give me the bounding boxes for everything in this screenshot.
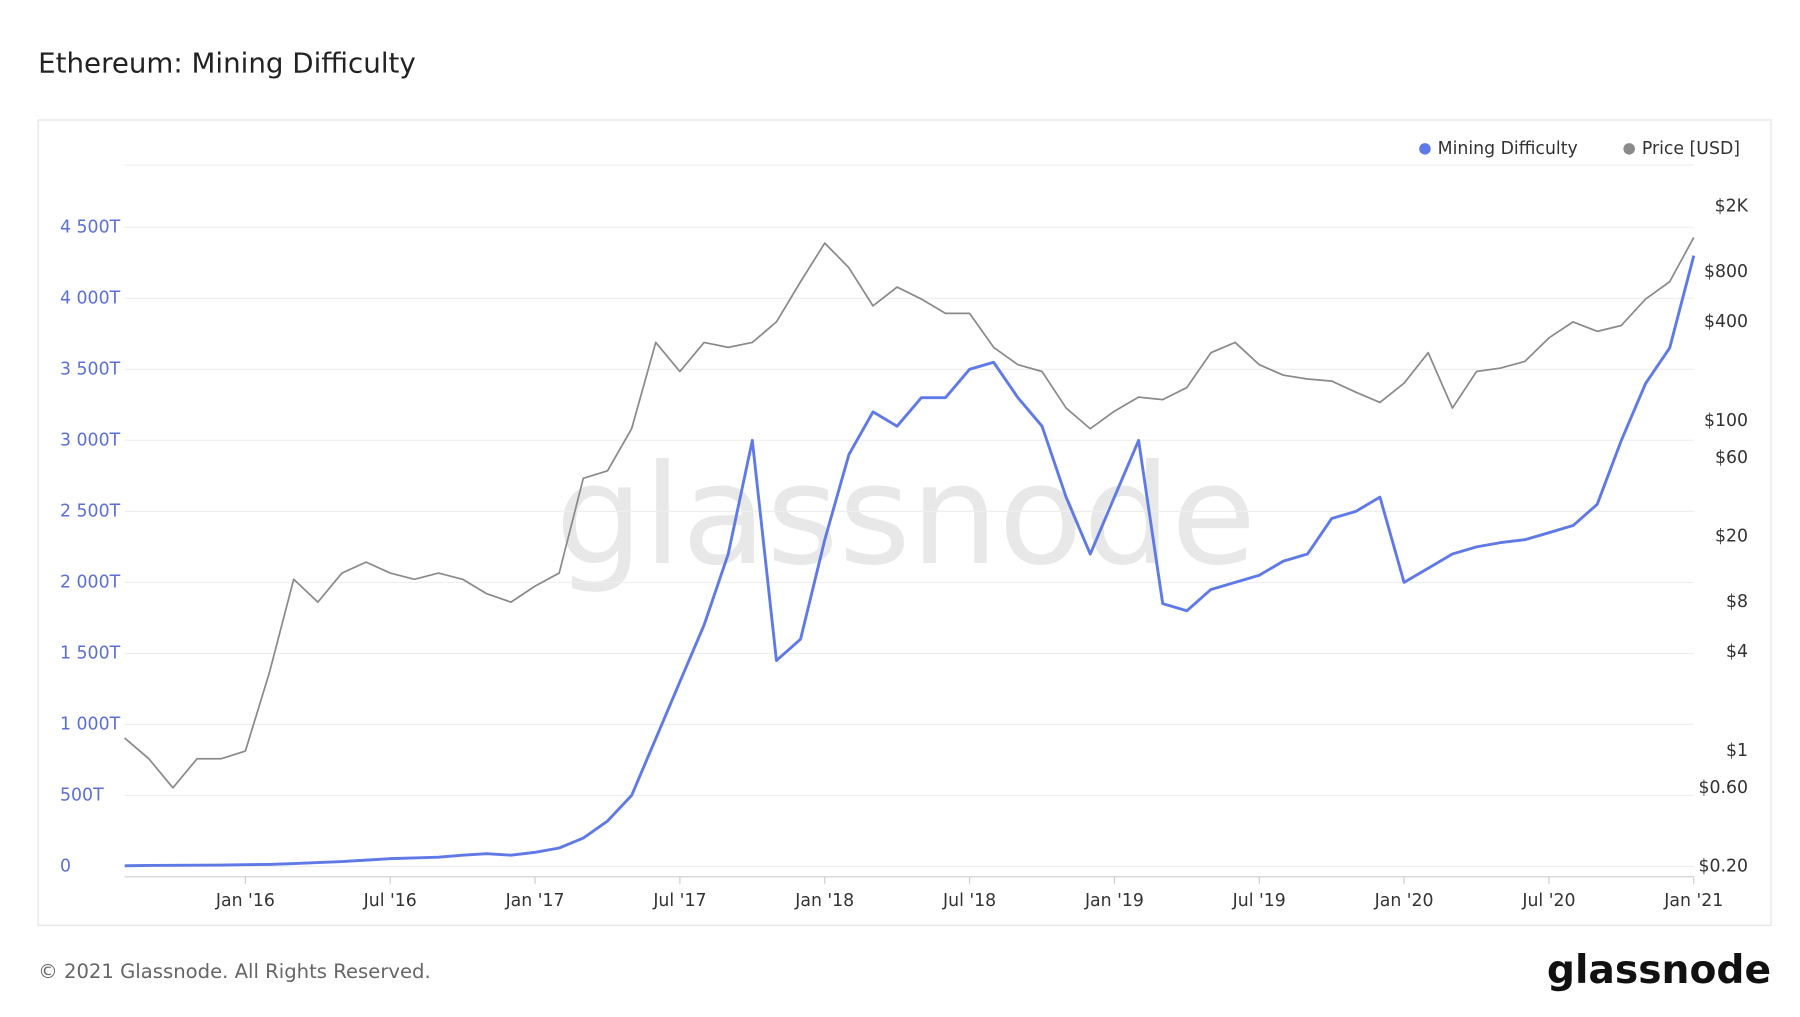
x-tick-label: Jan '20 [1374,891,1434,911]
y-tick-label: 4 000T [60,288,121,308]
y2-tick-label: $4 [1726,642,1748,662]
legend-label: Price [USD] [1642,139,1740,159]
x-tick-label: Jan '17 [505,891,565,911]
x-tick-label: Jul '18 [942,891,996,911]
x-tick-label: Jan '21 [1663,891,1723,911]
series-line [124,255,1696,868]
series-line [124,237,1695,789]
x-tick-label: Jan '18 [794,891,854,911]
chart-frame [37,119,1772,926]
y-tick-label: 500T [60,785,104,805]
y-tick-label: 0 [60,856,71,876]
x-tick-label: Jan '16 [215,891,275,911]
y2-tick-label: $0.60 [1698,778,1748,798]
y2-tick-label: $2K [1715,197,1749,217]
legend-marker [1419,143,1431,155]
y2-tick-label: $100 [1704,411,1748,431]
logo: glassnode [1547,948,1771,993]
x-tick-label: Jul '16 [363,891,417,911]
legend-label: Mining Difficulty [1438,139,1578,159]
y-tick-label: 3 000T [60,430,121,450]
y2-tick-label: $0.20 [1698,856,1748,876]
y-tick-label: 4 500T [60,217,121,237]
legend-marker [1623,143,1635,155]
y2-tick-label: $800 [1704,262,1748,282]
chart-title: Ethereum: Mining Difficulty [38,47,416,80]
x-tick-label: Jul '20 [1521,891,1575,911]
x-tick-label: Jul '17 [652,891,706,911]
y-tick-label: 1 000T [60,714,121,734]
x-tick-label: Jan '19 [1084,891,1144,911]
y2-tick-label: $8 [1726,592,1748,612]
y2-tick-label: $400 [1704,312,1748,332]
footer: © 2021 Glassnode. All Rights Reserved. [38,960,431,983]
y-tick-label: 2 500T [60,501,121,521]
y2-tick-label: $20 [1715,526,1748,546]
y2-tick-label: $60 [1715,448,1748,468]
x-tick-label: Jul '19 [1232,891,1286,911]
y-tick-label: 1 500T [60,643,121,663]
y2-tick-label: $1 [1726,741,1748,761]
y-tick-label: 2 000T [60,572,121,592]
y-tick-label: 3 500T [60,359,121,379]
watermark: glassnode [555,434,1256,596]
